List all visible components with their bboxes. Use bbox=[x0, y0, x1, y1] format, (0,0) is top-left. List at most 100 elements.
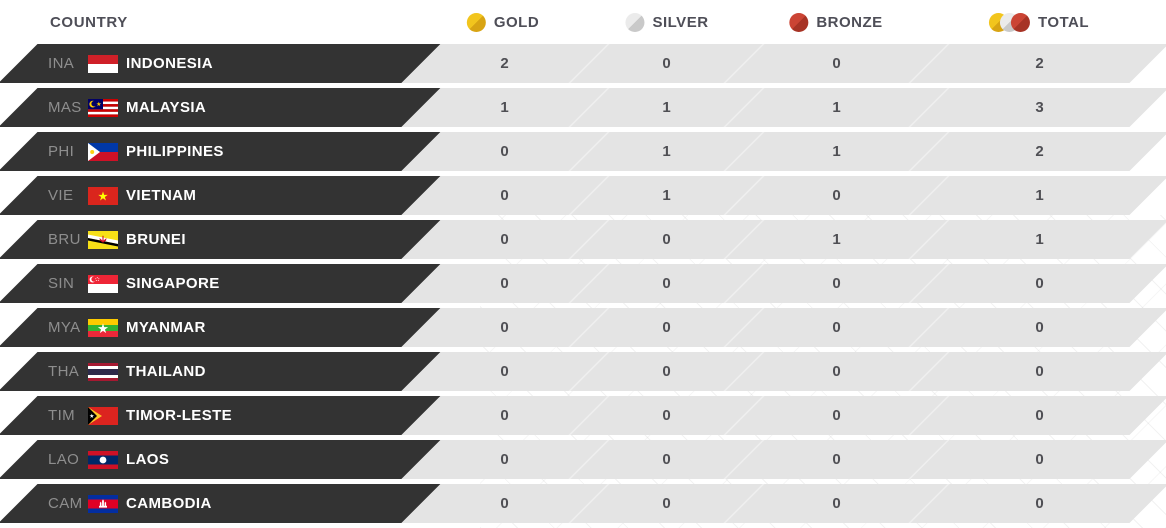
country-column-label: COUNTRY bbox=[50, 13, 128, 31]
gold-count: 1 bbox=[500, 99, 509, 116]
bronze-count: 0 bbox=[832, 495, 841, 512]
total-cell: 1 bbox=[910, 176, 1166, 215]
table-row: CAM CAMBODIA 0 0 0 0 bbox=[0, 484, 1166, 523]
table-row: BRU BRUNEI 0 0 1 1 bbox=[0, 220, 1166, 259]
country-name: INDONESIA bbox=[126, 55, 213, 72]
country-cell: MAS MALAYSIA bbox=[0, 88, 441, 127]
silver-medal-icon bbox=[625, 12, 645, 32]
country-code: VIE bbox=[48, 187, 74, 204]
silver-count: 1 bbox=[662, 187, 671, 204]
country-code: TIM bbox=[48, 407, 76, 424]
country-name: PHILIPPINES bbox=[126, 143, 224, 160]
country-flag-icon-malaysia bbox=[88, 98, 118, 117]
table-row: TIM TIMOR-LESTE 0 0 0 0 bbox=[0, 396, 1166, 435]
total-cell: 2 bbox=[910, 132, 1166, 171]
total-cell: 0 bbox=[910, 264, 1166, 303]
country-cell: PHI PHILIPPINES bbox=[0, 132, 441, 171]
total-medals-icon bbox=[988, 12, 1030, 32]
table-row: VIE VIETNAM 0 1 0 1 bbox=[0, 176, 1166, 215]
bronze-count: 0 bbox=[832, 55, 841, 72]
total-count: 0 bbox=[1035, 319, 1044, 336]
total-cell: 0 bbox=[910, 396, 1166, 435]
bronze-count: 1 bbox=[832, 99, 841, 116]
total-count: 0 bbox=[1035, 407, 1044, 424]
gold-count: 0 bbox=[500, 231, 509, 248]
gold-count: 0 bbox=[500, 319, 509, 336]
country-cell: TIM TIMOR-LESTE bbox=[0, 396, 441, 435]
bronze-count: 0 bbox=[832, 407, 841, 424]
country-code: CAM bbox=[48, 495, 83, 512]
gold-column-label: GOLD bbox=[493, 13, 540, 31]
country-cell: BRU BRUNEI bbox=[0, 220, 441, 259]
country-cell: VIE VIETNAM bbox=[0, 176, 441, 215]
country-code: INA bbox=[48, 55, 75, 72]
country-flag-icon-laos bbox=[88, 450, 118, 469]
country-flag-icon-brunei bbox=[88, 230, 118, 249]
bronze-count: 1 bbox=[832, 231, 841, 248]
column-header-country: COUNTRY bbox=[50, 0, 128, 44]
country-name: TIMOR-LESTE bbox=[126, 407, 233, 424]
country-flag-icon-timor-leste bbox=[88, 406, 118, 425]
total-column-label: TOTAL bbox=[1037, 13, 1090, 31]
total-cell: 0 bbox=[910, 484, 1166, 523]
bronze-count: 1 bbox=[832, 143, 841, 160]
table-row: MAS MALAYSIA 1 1 1 3 bbox=[0, 88, 1166, 127]
country-name: VIETNAM bbox=[126, 187, 197, 204]
country-name: LAOS bbox=[126, 451, 170, 468]
table-row: THA THAILAND 0 0 0 0 bbox=[0, 352, 1166, 391]
silver-count: 0 bbox=[662, 495, 671, 512]
country-flag-icon-philippines bbox=[88, 142, 118, 161]
total-count: 1 bbox=[1035, 187, 1044, 204]
silver-count: 0 bbox=[662, 319, 671, 336]
total-count: 0 bbox=[1035, 275, 1044, 292]
country-code: THA bbox=[48, 363, 80, 380]
table-header: COUNTRY GOLD SILVER BRONZE TOTAL bbox=[0, 0, 1166, 44]
country-flag-icon-indonesia bbox=[88, 54, 118, 73]
column-header-gold: GOLD bbox=[466, 0, 540, 44]
country-cell: SIN SINGAPORE bbox=[0, 264, 441, 303]
country-flag-icon-thailand bbox=[88, 362, 118, 381]
gold-count: 0 bbox=[500, 451, 509, 468]
table-row: PHI PHILIPPINES 0 1 1 2 bbox=[0, 132, 1166, 171]
total-count: 0 bbox=[1035, 451, 1044, 468]
country-name: MALAYSIA bbox=[126, 99, 207, 116]
total-cell: 0 bbox=[910, 352, 1166, 391]
bronze-medal-icon bbox=[789, 12, 809, 32]
total-count: 2 bbox=[1035, 143, 1044, 160]
country-name: MYANMAR bbox=[126, 319, 206, 336]
country-code: MYA bbox=[48, 319, 81, 336]
total-count: 2 bbox=[1035, 55, 1044, 72]
gold-count: 0 bbox=[500, 143, 509, 160]
total-cell: 1 bbox=[910, 220, 1166, 259]
country-code: BRU bbox=[48, 231, 81, 248]
bronze-column-label: BRONZE bbox=[816, 13, 883, 31]
total-cell: 0 bbox=[910, 308, 1166, 347]
table-row: INA INDONESIA 2 0 0 2 bbox=[0, 44, 1166, 83]
silver-count: 0 bbox=[662, 231, 671, 248]
bronze-count: 0 bbox=[832, 363, 841, 380]
column-header-total: TOTAL bbox=[988, 0, 1090, 44]
country-flag-icon-vietnam bbox=[88, 186, 118, 205]
gold-count: 0 bbox=[500, 407, 509, 424]
silver-count: 0 bbox=[662, 407, 671, 424]
gold-count: 0 bbox=[500, 495, 509, 512]
column-header-silver: SILVER bbox=[625, 0, 708, 44]
gold-count: 0 bbox=[500, 275, 509, 292]
total-cell: 3 bbox=[910, 88, 1166, 127]
silver-count: 0 bbox=[662, 275, 671, 292]
country-flag-icon-cambodia bbox=[88, 494, 118, 513]
table-body: INA INDONESIA 2 0 0 2 MAS MALAYSIA 1 bbox=[0, 44, 1166, 528]
bronze-count: 0 bbox=[832, 187, 841, 204]
country-cell: CAM CAMBODIA bbox=[0, 484, 441, 523]
country-cell: LAO LAOS bbox=[0, 440, 441, 479]
country-flag-icon-singapore bbox=[88, 274, 118, 293]
total-cell: 0 bbox=[910, 440, 1166, 479]
total-count: 1 bbox=[1035, 231, 1044, 248]
gold-count: 2 bbox=[500, 55, 509, 72]
total-count: 0 bbox=[1035, 363, 1044, 380]
column-header-bronze: BRONZE bbox=[789, 0, 882, 44]
country-cell: INA INDONESIA bbox=[0, 44, 441, 83]
table-row: LAO LAOS 0 0 0 0 bbox=[0, 440, 1166, 479]
silver-count: 1 bbox=[662, 143, 671, 160]
